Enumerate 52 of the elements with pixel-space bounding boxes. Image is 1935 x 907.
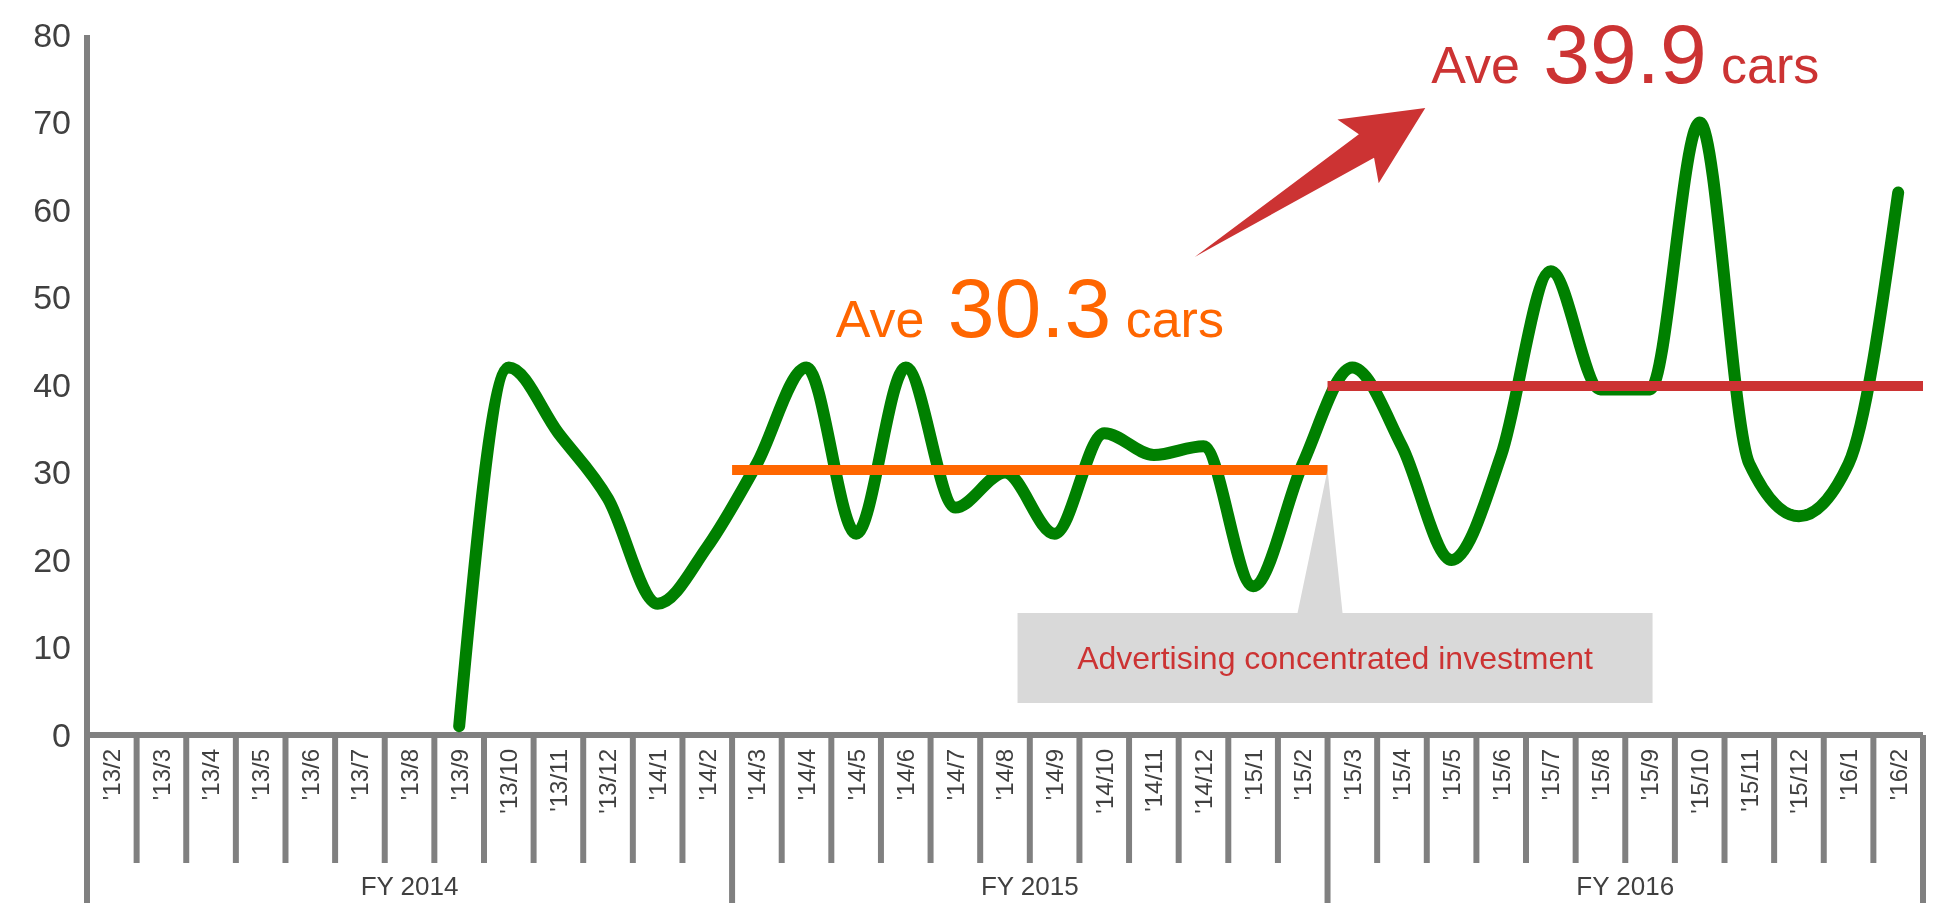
x-tick-label: '13/12: [594, 749, 622, 814]
x-tick-label: '15/12: [1785, 749, 1813, 814]
y-tick-label: 40: [33, 365, 71, 404]
x-tick-label: '15/1: [1239, 749, 1267, 801]
text: FY 2015: [980, 871, 1079, 901]
x-tick-label: '15/2: [1289, 749, 1317, 801]
y-tick-label: 10: [33, 628, 71, 667]
x-tick-label: '15/5: [1437, 749, 1465, 801]
x-tick-label: '15/8: [1586, 749, 1614, 801]
x-tick-label: '15/6: [1487, 749, 1515, 801]
text: FY 2014: [360, 871, 459, 901]
y-tick-label: 80: [33, 15, 71, 54]
ref-line-label: Ave 30.3 cars: [835, 260, 1224, 355]
x-tick-label: '14/2: [693, 749, 721, 801]
x-tick-label: '13/8: [395, 749, 423, 801]
x-tick-label: '13/10: [495, 749, 523, 814]
x-tick-label: '14/12: [1189, 749, 1217, 814]
x-tick-label: '14/3: [743, 749, 771, 801]
x-tick-label: '16/1: [1834, 749, 1862, 801]
y-tick-label: 70: [33, 103, 71, 142]
x-tick-label: '15/10: [1686, 749, 1714, 814]
x-tick-label: '13/9: [445, 749, 473, 801]
y-tick-label: 0: [52, 715, 71, 754]
x-tick-label: '14/9: [1041, 749, 1069, 801]
x-tick-label: '13/3: [147, 749, 175, 801]
x-tick-label: '14/1: [644, 749, 672, 801]
x-tick-label: '14/11: [1140, 749, 1168, 812]
annotation: Advertising concentrated investment: [1077, 640, 1594, 677]
text: FY 2016: [1576, 871, 1675, 901]
x-tick-label: '15/9: [1636, 749, 1664, 801]
x-tick-label: '14/6: [892, 749, 920, 801]
x-tick-label: '15/3: [1338, 749, 1366, 801]
x-tick-label: '16/2: [1884, 749, 1912, 801]
x-tick-label: '15/7: [1537, 749, 1565, 801]
x-tick-label: '14/7: [941, 749, 969, 801]
ref-line-label: Ave 39.9 cars: [1431, 7, 1820, 101]
x-tick-label: '13/11: [544, 749, 572, 812]
x-tick-label: '13/7: [346, 749, 374, 801]
y-tick-label: 60: [33, 190, 71, 229]
x-tick-label: '14/8: [991, 749, 1019, 801]
x-tick-label: '15/4: [1388, 749, 1416, 801]
x-tick-label: '13/2: [98, 749, 126, 801]
y-tick-label: 50: [33, 278, 71, 317]
y-tick-label: 20: [33, 540, 71, 579]
x-tick-label: '14/10: [1090, 749, 1118, 814]
x-tick-label: '15/11: [1735, 749, 1763, 812]
x-tick-label: '14/4: [792, 749, 820, 801]
x-tick-label: '13/4: [197, 749, 225, 801]
y-tick-label: 30: [33, 453, 71, 492]
x-tick-label: '13/5: [247, 749, 275, 801]
x-tick-label: '14/5: [842, 749, 870, 801]
x-tick-label: '13/6: [296, 749, 324, 801]
